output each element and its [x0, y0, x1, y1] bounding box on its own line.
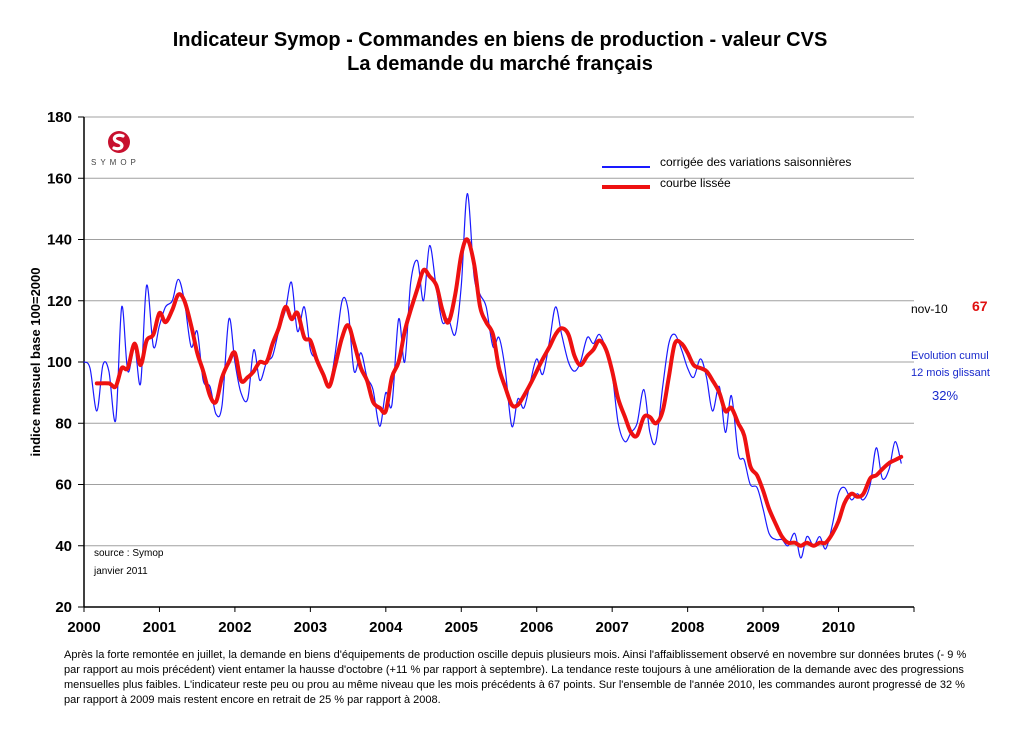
- x-tick-label: 2000: [67, 619, 100, 636]
- x-tick-label: 2008: [671, 619, 704, 636]
- y-tick-label: 120: [47, 293, 72, 310]
- series-line-cvs: [83, 192, 902, 559]
- x-tick-label: 2005: [445, 619, 478, 636]
- series-lines: [83, 192, 904, 559]
- latest-month-value: 67: [972, 298, 988, 314]
- y-tick-label: 180: [47, 109, 72, 126]
- x-tick-label: 2007: [595, 619, 628, 636]
- x-tick-label: 2002: [218, 619, 251, 636]
- legend-label-raw: corrigée des variations saisonnières: [660, 155, 851, 169]
- chart-subtitle: La demande du marché français: [347, 53, 653, 75]
- y-tick-label: 40: [55, 538, 72, 555]
- evolution-label-line2: 12 mois glissant: [911, 367, 990, 379]
- y-tick-label: 140: [47, 232, 72, 249]
- y-tick-label: 100: [47, 354, 72, 371]
- source-label: source : Symop: [94, 548, 164, 559]
- y-tick-label: 60: [55, 477, 72, 494]
- chart-title: Indicateur Symop - Commandes en biens de…: [172, 29, 828, 51]
- y-tick-label: 20: [55, 599, 72, 616]
- evolution-label-line1: Evolution cumul: [911, 350, 989, 362]
- x-tick-label: 2010: [822, 619, 855, 636]
- latest-month-label: nov-10: [911, 302, 948, 316]
- x-tick-label: 2009: [746, 619, 779, 636]
- y-axis-ticks: 20 40 60 80 100 120 140 160 180: [47, 109, 84, 616]
- y-tick-label: 160: [47, 170, 72, 187]
- legend-label-smooth: courbe lissée: [660, 176, 731, 190]
- x-tick-label: 2004: [369, 619, 403, 636]
- source-date: janvier 2011: [94, 566, 148, 577]
- x-tick-label: 2006: [520, 619, 553, 636]
- symop-logo-icon: [108, 131, 130, 153]
- x-tick-label: 2003: [294, 619, 327, 636]
- x-tick-label: 2001: [143, 619, 176, 636]
- commentary-text: Après la forte remontée en juillet, la d…: [64, 649, 967, 706]
- evolution-percent: 32%: [932, 388, 959, 403]
- gridlines: [84, 116, 914, 547]
- x-axis-ticks: 2000 2001 2002 2003 2004 2005 2006 2007 2008 2009…: [67, 607, 915, 636]
- series-line-smoothed: [94, 237, 904, 548]
- legend: corrigée des variations saisonnières cou…: [602, 155, 851, 190]
- y-tick-label: 80: [55, 415, 72, 432]
- y-axis-label: indice mensuel base 100=2000: [28, 268, 43, 457]
- logo-text: SYMOP: [91, 158, 140, 167]
